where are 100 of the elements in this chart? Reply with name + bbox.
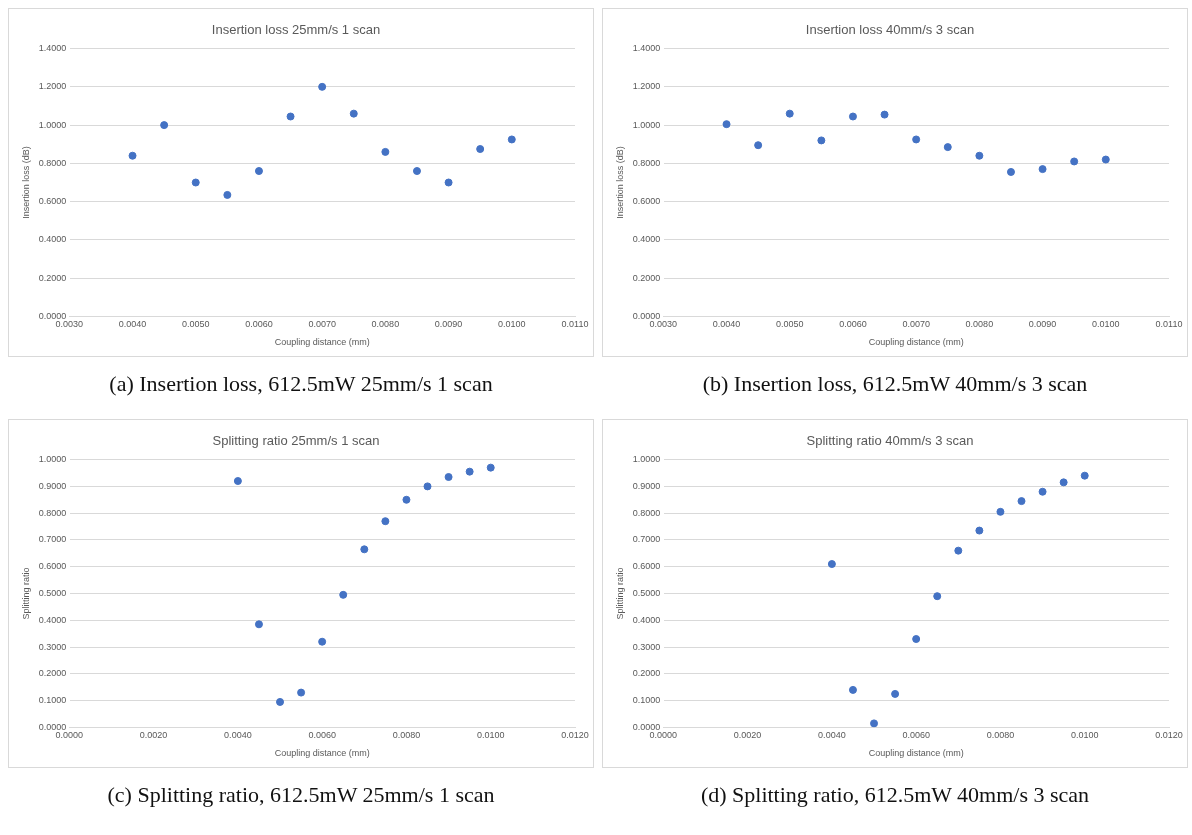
y-tick-label: 0.2000: [38, 668, 67, 679]
x-tick-label: 0.0060: [308, 730, 336, 741]
y-tick-label: 0.2000: [632, 272, 661, 283]
y-tick-label: 0.4000: [632, 234, 661, 245]
x-tick-label: 0.0080: [986, 730, 1015, 741]
point: [381, 517, 390, 526]
x-tick-label: 0.0070: [902, 319, 930, 330]
x-tick-label: 0.0060: [839, 319, 867, 330]
point: [912, 135, 921, 144]
y-axis-title: Splitting ratio: [614, 567, 625, 620]
point: [423, 482, 432, 491]
y-tick-label: 0.8000: [38, 157, 67, 168]
chart-title: Splitting ratio 25mm/s 1 scan: [212, 433, 380, 449]
text: (b) Insertion loss, 612.5mW 40mm/s 3 scan: [701, 370, 1089, 398]
y-tick-label: 0.7000: [632, 534, 661, 545]
point: [444, 178, 453, 187]
point: [1059, 478, 1068, 487]
x-tick-label: 0.0090: [1028, 319, 1057, 330]
point: [486, 463, 495, 472]
y-tick-label: 1.0000: [38, 454, 67, 465]
x-tick-label: 0.0080: [371, 319, 400, 330]
x-tick-label: 0.0120: [1155, 730, 1183, 741]
point: [1101, 155, 1110, 164]
y-tick-label: 1.0000: [38, 119, 67, 130]
y-tick-label: 1.0000: [632, 454, 661, 465]
y-axis-title: Insertion loss (dB): [20, 146, 31, 219]
point: [722, 120, 731, 129]
point: [360, 545, 369, 554]
x-tick-label: 0.0100: [1092, 319, 1120, 330]
point: [318, 637, 327, 646]
x-tick-label: 0.0000: [649, 730, 678, 741]
point: [785, 109, 794, 118]
x-tick-label: 0.0030: [649, 319, 678, 330]
x-axis-title: Coupling distance (mm): [868, 337, 964, 348]
point: [1070, 157, 1079, 166]
x-tick-label: 0.0060: [245, 319, 273, 330]
point: [402, 495, 411, 504]
y-tick-label: 0.6000: [38, 561, 67, 572]
point: [943, 143, 952, 152]
point: [996, 507, 1005, 516]
point: [817, 136, 826, 145]
point: [754, 141, 763, 150]
x-tick-label: 0.0030: [55, 319, 84, 330]
x-tick-label: 0.0100: [1070, 730, 1099, 741]
x-axis-title: Coupling distance (mm): [274, 748, 370, 759]
y-tick-label: 0.0000: [38, 310, 67, 321]
y-tick-label: 1.4000: [632, 43, 661, 54]
x-tick-label: 0.0050: [181, 319, 210, 330]
point: [848, 112, 857, 121]
y-tick-label: 0.6000: [632, 561, 661, 572]
point: [1038, 165, 1047, 174]
x-tick-label: 0.0110: [561, 319, 589, 330]
y-tick-label: 1.2000: [38, 81, 67, 92]
chart-title: Insertion loss 25mm/s 1 scan: [211, 22, 381, 38]
y-tick-label: 0.3000: [38, 641, 67, 652]
point: [465, 467, 474, 476]
y-tick-label: 0.4000: [632, 614, 661, 625]
point: [1006, 167, 1015, 176]
point: [975, 526, 984, 535]
point: [848, 685, 857, 694]
point: [276, 697, 285, 706]
y-axis-title: Splitting ratio: [20, 567, 31, 620]
point: [412, 167, 421, 176]
x-axis-title: Coupling distance (mm): [274, 337, 370, 348]
y-tick-label: 0.8000: [632, 507, 661, 518]
x-tick-label: 0.0060: [902, 730, 930, 741]
y-tick-label: 0.4000: [38, 614, 67, 625]
x-tick-label: 0.0040: [118, 319, 147, 330]
point: [827, 560, 836, 569]
point: [254, 167, 263, 176]
y-tick-label: 0.2000: [38, 272, 67, 283]
point: [297, 688, 306, 697]
point: [507, 135, 516, 144]
point: [912, 635, 921, 644]
y-tick-label: 0.0000: [632, 721, 661, 732]
x-axis-title: Coupling distance (mm): [868, 748, 964, 759]
point: [933, 592, 942, 601]
point: [233, 477, 242, 486]
point: [891, 689, 900, 698]
chart-title: Insertion loss 40mm/s 3 scan: [805, 22, 975, 38]
text: (c) Splitting ratio, 612.5mW 25mm/s 1 scan: [106, 781, 496, 809]
y-tick-label: 0.2000: [632, 668, 661, 679]
y-tick-label: 1.2000: [632, 81, 661, 92]
x-tick-label: 0.0040: [224, 730, 252, 741]
x-tick-label: 0.0040: [712, 319, 741, 330]
y-tick-label: 0.5000: [38, 587, 67, 598]
y-tick-label: 0.6000: [632, 196, 661, 207]
x-tick-label: 0.0080: [392, 730, 421, 741]
y-tick-label: 1.0000: [632, 119, 661, 130]
y-tick-label: 1.4000: [38, 43, 67, 54]
point: [254, 620, 263, 629]
x-tick-label: 0.0100: [476, 730, 505, 741]
point: [444, 473, 453, 482]
point: [954, 546, 963, 555]
point: [318, 82, 327, 91]
point: [339, 590, 348, 599]
point: [349, 109, 358, 118]
point: [1080, 471, 1089, 480]
x-tick-label: 0.0110: [1155, 319, 1183, 330]
y-tick-label: 0.8000: [632, 157, 661, 168]
